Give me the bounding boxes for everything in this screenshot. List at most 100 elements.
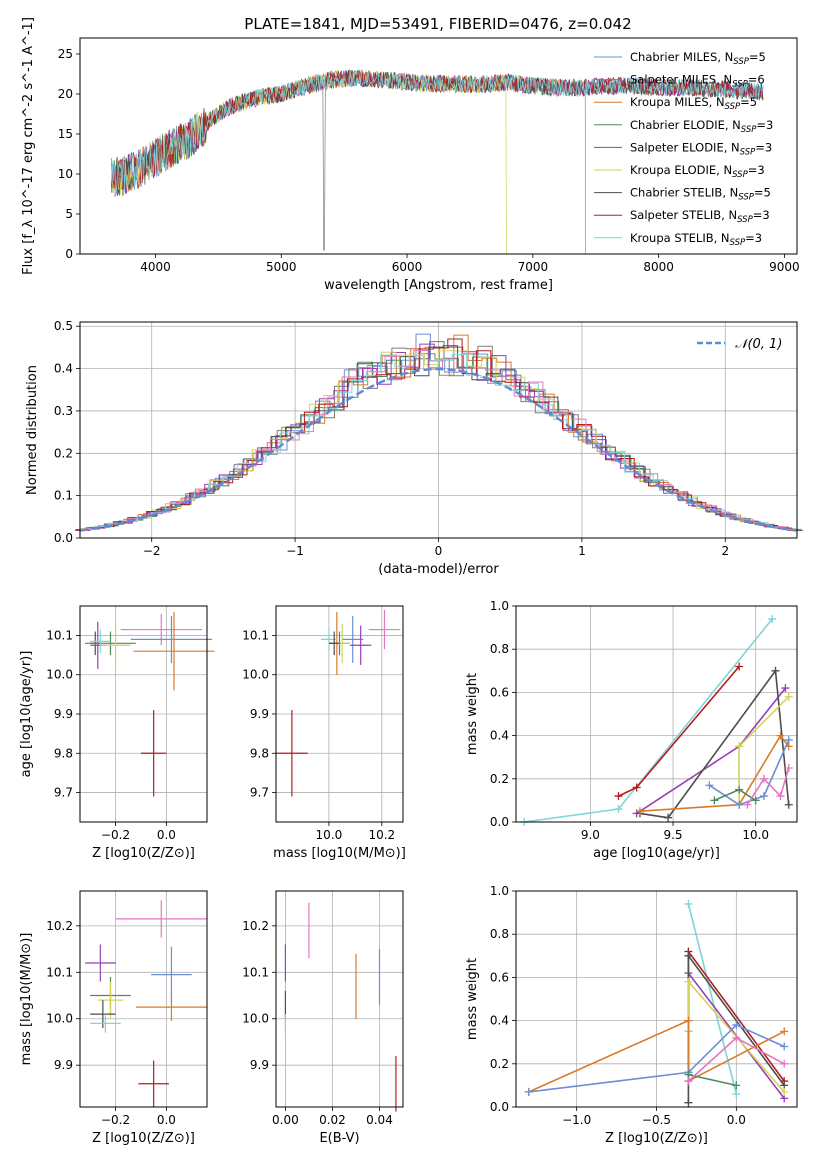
y-tick-label: 0.6 <box>490 685 509 699</box>
data-marker <box>776 731 785 740</box>
y-tick-label: 0.4 <box>54 362 73 376</box>
data-marker <box>614 805 623 814</box>
errorbar-point <box>85 944 116 982</box>
histogram-step <box>74 338 792 531</box>
x-tick-label: 6000 <box>392 260 423 274</box>
y-tick-label: 0.5 <box>54 319 73 333</box>
y-tick-label: 10.1 <box>242 965 269 979</box>
data-marker <box>664 813 673 822</box>
series-line <box>684 1033 789 1086</box>
y-tick-label: 0.8 <box>490 927 509 941</box>
errorbar-point <box>350 625 372 665</box>
axes-frame <box>515 605 798 823</box>
legend-entry: 𝒩(0, 1) <box>735 337 782 352</box>
y-tick-label: 10.0 <box>242 1012 269 1026</box>
panels-layer: 4000 5000 6000 7000 8000 90000510152025wavele… <box>19 17 804 1146</box>
y-tick-label: 10.1 <box>46 628 73 642</box>
y-tick-label: 1.0 <box>490 599 509 613</box>
data-marker <box>784 692 793 701</box>
y-tick-label: 0.8 <box>490 642 509 656</box>
legend-entry: Salpeter ELODIE, NSSP=3 <box>630 140 772 157</box>
x-axis-label: wavelength [Angstrom, rest frame] <box>324 278 553 293</box>
series-line <box>684 1070 741 1090</box>
series-path <box>688 1073 737 1087</box>
series-path <box>687 903 738 1095</box>
y-tick-label: 0.0 <box>490 815 509 829</box>
data-marker <box>780 1087 789 1096</box>
y-tick-label: 9.8 <box>54 746 73 760</box>
legend-entry: Chabrier MILES, NSSP=5 <box>630 50 766 67</box>
plot-area <box>284 902 397 1112</box>
axes-frame <box>515 890 798 1108</box>
plot-area <box>85 611 215 797</box>
panel-residuals: −2 −1 0 1 2 0.0 0.1 0.2 0.3 0.4 0.5 (data-model)/er… <box>25 319 804 577</box>
y-tick-label: 9.9 <box>54 1058 73 1072</box>
y-tick-label: 10.0 <box>46 1012 73 1026</box>
y-tick-label: 0.2 <box>54 446 73 460</box>
histogram-step <box>84 350 801 530</box>
y-tick-label: 9.9 <box>250 1058 269 1072</box>
y-tick-label: 10.0 <box>46 668 73 682</box>
errorbar-point <box>100 625 131 665</box>
series-path <box>639 734 790 812</box>
series-path <box>746 767 790 806</box>
panel-spectrum: 4000 5000 6000 7000 8000 9000 0 5 10 15 20 25 wavele… <box>21 17 800 293</box>
spectrum-line <box>111 68 764 197</box>
data-marker <box>732 1020 741 1029</box>
y-tick-label: 10 <box>58 167 73 181</box>
axes-frame <box>79 605 208 823</box>
series-path <box>528 1019 785 1093</box>
series-line <box>524 1020 789 1096</box>
axes-frame <box>79 37 798 255</box>
data-marker <box>780 1027 789 1036</box>
data-marker <box>751 796 760 805</box>
panel-mass_vs_Z: −0.2 0.0 9.9 10.0 10.1 10.2 Z [log10(Z/Z⊙)] mas… <box>19 890 208 1146</box>
series-path <box>528 1023 785 1093</box>
errorbar-point <box>85 631 136 656</box>
x-tick-label: −1.0 <box>562 1113 591 1127</box>
data-marker <box>684 951 693 960</box>
x-axis-label: (data-model)/error <box>378 562 499 577</box>
data-marker <box>784 735 793 744</box>
y-tick-label: 0.1 <box>54 489 73 503</box>
x-tick-label: 5000 <box>266 260 297 274</box>
data-marker <box>759 774 768 783</box>
plot-area <box>74 333 804 532</box>
y-axis-label: Flux [f_λ 10^-17 erg cm^-2 s^-1 A^-1] <box>21 17 36 275</box>
y-tick-label: 15 <box>58 127 73 141</box>
x-axis-label: Z [log10(Z/Z⊙)] <box>605 1131 708 1146</box>
x-tick-label: 9.5 <box>663 828 682 842</box>
axes-frame <box>275 890 404 1108</box>
y-tick-label: 10.1 <box>46 965 73 979</box>
y-tick-label: 0.4 <box>490 729 509 743</box>
y-axis-label: Normed distribution <box>25 365 40 495</box>
errorbar-point <box>90 1014 121 1033</box>
data-marker <box>684 1077 693 1086</box>
data-marker <box>735 742 744 751</box>
legend-entry: Kroupa ELODIE, NSSP=3 <box>630 163 765 180</box>
series-path <box>708 739 790 806</box>
x-axis-label: Z [log10(Z/Z⊙)] <box>92 846 195 861</box>
legend-entry: Kroupa MILES, NSSP=5 <box>630 95 757 112</box>
data-marker <box>632 783 641 792</box>
data-marker <box>781 684 790 693</box>
data-marker <box>784 800 793 809</box>
data-marker <box>710 796 719 805</box>
legend-entry: Kroupa STELIB, NSSP=3 <box>630 231 762 248</box>
y-tick-label: 20 <box>58 87 73 101</box>
legend-entry: Salpeter STELIB, NSSP=3 <box>630 208 770 225</box>
legend-entry: Chabrier ELODIE, NSSP=3 <box>630 118 773 135</box>
series-line <box>684 899 741 1099</box>
data-marker <box>759 792 768 801</box>
data-marker <box>732 1090 741 1099</box>
plot-area <box>85 900 207 1107</box>
y-tick-label: 9.9 <box>54 707 73 721</box>
errorbar-point <box>138 1060 169 1107</box>
x-tick-label: −0.2 <box>101 1113 130 1127</box>
y-tick-label: 0.0 <box>490 1100 509 1114</box>
figure-title: PLATE=1841, MJD=53491, FIBERID=0476, z=0… <box>244 15 631 33</box>
x-tick-label: 10.0 <box>742 828 769 842</box>
x-tick-label: 9.0 <box>581 828 600 842</box>
x-tick-label: 10.0 <box>316 828 343 842</box>
series-line <box>614 662 744 801</box>
